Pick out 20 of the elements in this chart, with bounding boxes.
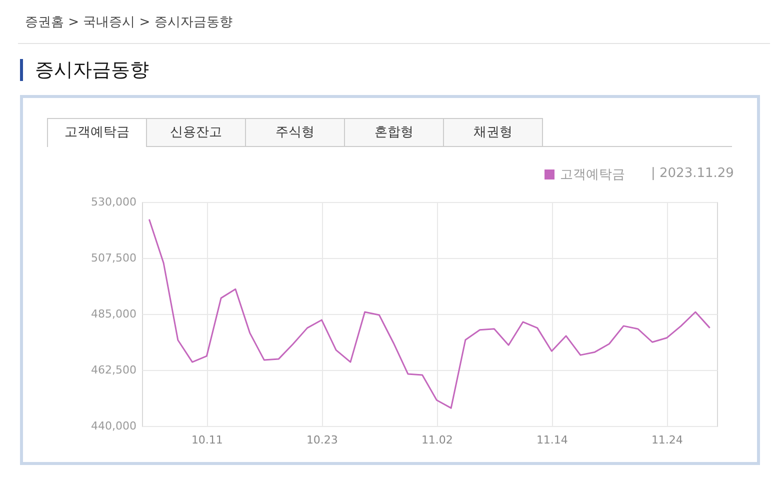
text: 증권홈 > 국내증시 > 증시자금동향: [25, 14, 232, 31]
line-series: [148, 218, 711, 409]
x-tick-label: 10.23: [306, 434, 338, 446]
x-tick-label: 11.14: [536, 434, 568, 446]
x-tick-label: 11.24: [651, 434, 683, 446]
text: | 2023.11.29: [651, 166, 734, 181]
y-tick-label: 462,500: [91, 364, 136, 376]
x-tick-label: 10.11: [191, 434, 223, 446]
x-tick-label: 11.02: [421, 434, 453, 446]
y-tick-label: 440,000: [91, 420, 136, 432]
text: 혼합형: [344, 118, 444, 146]
text: 주식형: [245, 118, 345, 146]
y-tick-label: 485,000: [91, 308, 136, 320]
legend-label: 고객예탁금: [560, 168, 625, 182]
y-tick-label: 530,000: [91, 196, 136, 208]
text: 채권형: [443, 118, 543, 146]
text: 고객예탁금: [47, 118, 147, 147]
y-tick-label: 507,500: [91, 252, 136, 264]
text: 신용잔고: [146, 118, 246, 146]
chart-title: 증시자금동향: [20, 59, 149, 81]
